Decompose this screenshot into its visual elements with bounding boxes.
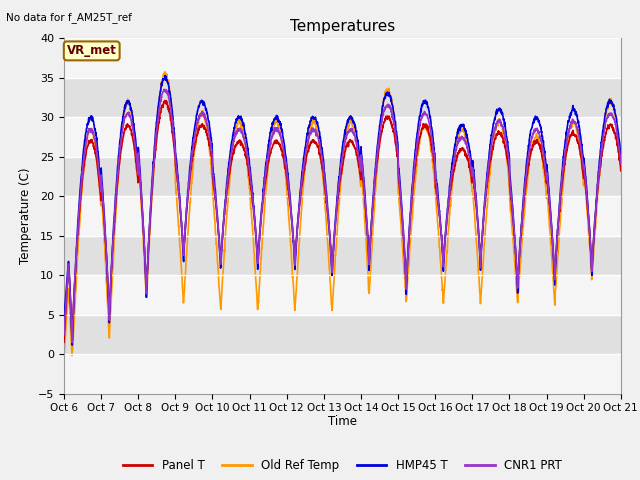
Bar [64,236,621,275]
Bar [64,117,621,157]
Bar [64,315,621,354]
Bar [64,38,621,78]
Legend: Panel T, Old Ref Temp, HMP45 T, CNR1 PRT: Panel T, Old Ref Temp, HMP45 T, CNR1 PRT [118,454,567,477]
Y-axis label: Temperature (C): Temperature (C) [19,168,33,264]
Text: VR_met: VR_met [67,44,116,58]
Bar [64,275,621,315]
Bar [64,196,621,236]
X-axis label: Time: Time [328,415,357,428]
Bar [64,354,621,394]
Bar [64,78,621,117]
Text: No data for f_AM25T_ref: No data for f_AM25T_ref [6,12,132,23]
Title: Temperatures: Temperatures [290,20,395,35]
Bar [64,157,621,196]
